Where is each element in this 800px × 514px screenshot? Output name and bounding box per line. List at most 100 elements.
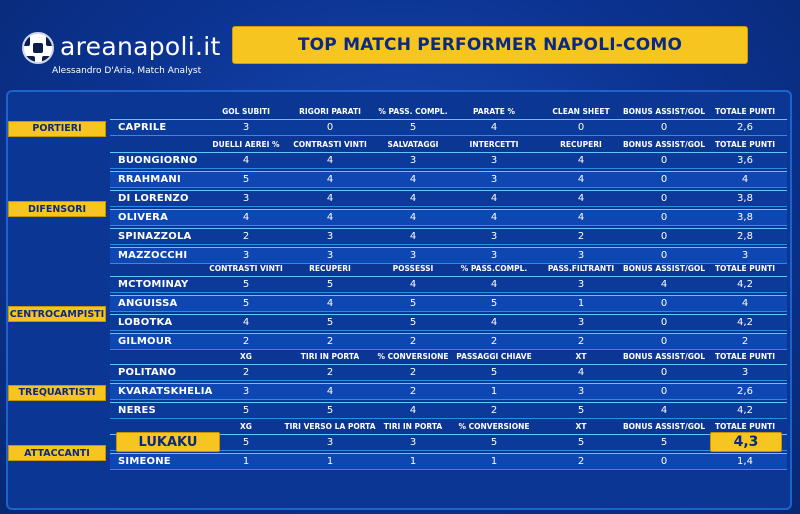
stat-value: 3: [409, 250, 417, 261]
soccer-ball-icon: [22, 32, 54, 64]
column-header: TOTALE PUNTI: [714, 107, 776, 116]
stat-value: 3: [242, 193, 250, 204]
player-row: KVARATSKHELIA 3 4 2 1 3 0 2,6: [110, 383, 787, 400]
stat-value: 2: [242, 336, 250, 347]
column-header: % PASS.COMPL.: [460, 264, 528, 273]
stat-value: 4: [490, 317, 498, 328]
stat-value: 0: [660, 298, 668, 309]
column-header: TOTALE PUNTI: [714, 264, 776, 273]
column-header: CONTRASTI VINTI: [293, 140, 367, 149]
stat-value: 3: [242, 122, 250, 133]
stat-value: 5: [242, 174, 250, 185]
stat-value: 4: [660, 405, 668, 416]
stat-value: 2: [741, 336, 749, 347]
player-name: OLIVERA: [118, 212, 169, 223]
column-header: CLEAN SHEET: [552, 107, 610, 116]
stat-value: 4: [242, 317, 250, 328]
stat-value: 1: [409, 456, 417, 467]
stat-value: 4: [409, 212, 417, 223]
stat-value: 5: [409, 298, 417, 309]
stat-value: 5: [577, 437, 585, 448]
stat-value: 2: [326, 336, 334, 347]
stat-value: 1,4: [737, 456, 753, 467]
stat-value: 5: [326, 279, 334, 290]
stat-value: 2,6: [737, 386, 753, 397]
player-name: MAZZOCCHI: [118, 250, 188, 261]
stat-value: 2: [577, 336, 585, 347]
player-name: BUONGIORNO: [118, 155, 198, 166]
stat-value: 4: [326, 193, 334, 204]
stat-value: 5: [490, 367, 498, 378]
stat-value: 5: [577, 405, 585, 416]
stat-value: 3: [577, 250, 585, 261]
column-header: PASSAGGI CHIAVE: [456, 352, 532, 361]
player-row: BUONGIORNO 4 4 3 3 4 0 3,6: [110, 152, 787, 169]
player-row: GILMOUR 2 2 2 2 2 0 2: [110, 333, 787, 350]
player-row: SPINAZZOLA 2 3 4 3 2 0 2,8: [110, 228, 787, 245]
brand-name: areanapoli.it: [60, 32, 221, 61]
stat-value: 1: [242, 456, 250, 467]
stat-value: 0: [660, 386, 668, 397]
player-name: SPINAZZOLA: [118, 231, 192, 242]
stat-value: 2,8: [737, 231, 753, 242]
column-header: BONUS ASSIST/GOL: [622, 264, 706, 273]
brand-subtitle: Alessandro D'Aria, Match Analyst: [52, 66, 202, 76]
stat-value: 5: [242, 298, 250, 309]
stat-value: 2: [409, 386, 417, 397]
stat-value: 5: [242, 279, 250, 290]
stat-value: 5: [490, 298, 498, 309]
column-header: PASS.FILTRANTI: [547, 264, 615, 273]
stat-value: 4: [490, 193, 498, 204]
stat-value: 0: [660, 212, 668, 223]
stat-value: 0: [660, 250, 668, 261]
stat-value: 3: [577, 317, 585, 328]
column-header: TOTALE PUNTI: [714, 352, 776, 361]
player-row: MAZZOCCHI 3 3 3 3 3 0 3: [110, 247, 787, 264]
column-header: RIGORI PARATI: [299, 107, 361, 116]
stat-value: 3: [326, 437, 334, 448]
stat-value: 4: [409, 231, 417, 242]
stat-value: 3: [490, 250, 498, 261]
stat-value: 3: [326, 250, 334, 261]
stat-value: 1: [577, 298, 585, 309]
player-row: CAPRILE 3 0 5 4 0 0 2,6: [110, 119, 787, 136]
page-title: TOP MATCH PERFORMER NAPOLI-COMO: [232, 26, 748, 64]
stat-value: 2: [490, 405, 498, 416]
column-header: GOL SUBITI: [222, 107, 270, 116]
role-label-portieri: PORTIERI: [8, 120, 106, 137]
column-header: XG: [240, 352, 252, 361]
column-header: RECUPERI: [309, 264, 351, 273]
stat-value: 3,6: [737, 155, 753, 166]
top-performer-total: 4,3: [710, 432, 782, 452]
stat-value: 5: [409, 122, 417, 133]
role-label-trequartisti: TREQUARTISTI: [8, 384, 106, 401]
stat-value: 3: [326, 231, 334, 242]
stat-value: 2: [409, 367, 417, 378]
stat-value: 0: [660, 367, 668, 378]
player-row: SIMEONE 1 1 1 1 2 0 1,4: [110, 453, 787, 470]
player-row: DI LORENZO 3 4 4 4 4 0 3,8: [110, 190, 787, 207]
player-row: LOBOTKA 4 5 5 4 3 0 4,2: [110, 314, 787, 331]
stat-value: 4: [242, 155, 250, 166]
stat-value: 4: [577, 367, 585, 378]
stat-value: 3: [242, 386, 250, 397]
stat-value: 3,8: [737, 193, 753, 204]
column-header: % PASS. COMPL.: [378, 107, 448, 116]
player-name: POLITANO: [118, 367, 177, 378]
role-label-centrocampisti: CENTROCAMPISTI: [8, 306, 106, 322]
stat-value: 2: [409, 336, 417, 347]
column-header: XT: [575, 352, 587, 361]
stat-value: 3: [242, 250, 250, 261]
stat-value: 1: [326, 456, 334, 467]
column-header: PARATE %: [473, 107, 515, 116]
stat-value: 4: [326, 298, 334, 309]
stat-value: 4: [326, 155, 334, 166]
stat-value: 4: [409, 174, 417, 185]
stat-value: 0: [660, 193, 668, 204]
stat-value: 1: [490, 456, 498, 467]
stat-value: 4: [490, 122, 498, 133]
column-header: BONUS ASSIST/GOL: [622, 352, 706, 361]
stat-value: 4: [409, 405, 417, 416]
column-header: TIRI IN PORTA: [383, 422, 443, 431]
column-header: CONTRASTI VINTI: [209, 264, 283, 273]
